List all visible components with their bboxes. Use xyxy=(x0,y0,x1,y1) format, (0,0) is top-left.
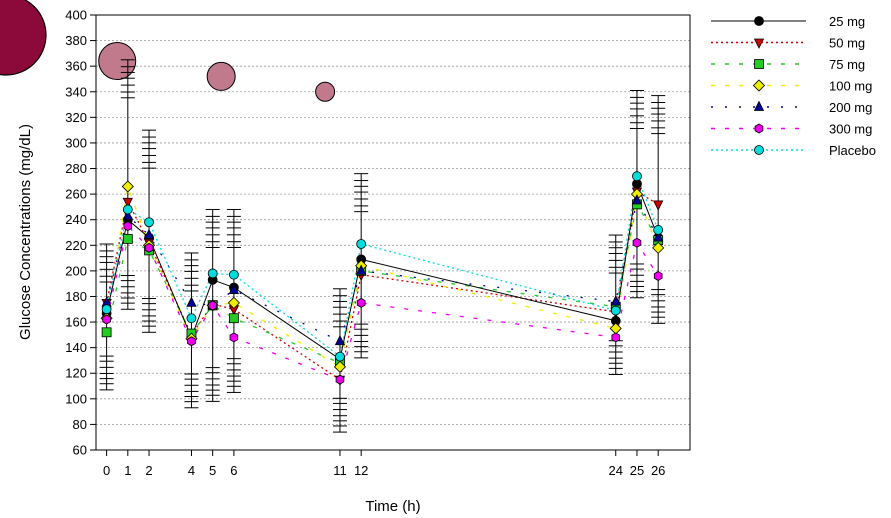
data-point xyxy=(123,221,133,232)
legend-label: 50 mg xyxy=(829,36,865,51)
bubble xyxy=(315,81,336,102)
data-point xyxy=(228,269,239,280)
legend-marker xyxy=(752,79,766,92)
legend-marker xyxy=(753,100,765,111)
y-tick-label: 300 xyxy=(65,135,87,150)
data-point xyxy=(611,332,621,343)
y-tick-label: 380 xyxy=(65,33,87,48)
legend-marker xyxy=(754,145,764,155)
y-tick-label: 200 xyxy=(65,263,87,278)
data-point xyxy=(228,283,240,294)
data-point xyxy=(334,334,346,346)
y-tick-label: 280 xyxy=(65,161,87,176)
data-point xyxy=(143,228,155,239)
legend-label: 300 mg xyxy=(829,122,872,137)
corner-bubble xyxy=(0,0,47,76)
data-point xyxy=(208,300,217,311)
x-tick-label: 4 xyxy=(188,463,195,478)
data-point xyxy=(227,296,240,309)
x-tick-label: 11 xyxy=(333,463,347,478)
data-point xyxy=(122,209,133,220)
y-tick-label: 140 xyxy=(65,340,87,355)
data-point xyxy=(186,313,197,324)
data-point xyxy=(144,242,154,253)
data-point xyxy=(187,336,196,347)
bubble xyxy=(98,42,137,81)
data-point xyxy=(356,297,366,308)
data-point xyxy=(609,322,622,335)
x-tick-label: 6 xyxy=(230,463,237,478)
y-axis-title: Glucose Concentrations (mg/dL) xyxy=(17,124,34,340)
grid xyxy=(96,40,690,425)
data-point xyxy=(653,200,664,211)
error-bars xyxy=(99,59,666,433)
legend-label: Placebo xyxy=(829,143,876,158)
data-point xyxy=(186,296,197,307)
bubble xyxy=(206,61,236,91)
data-point xyxy=(335,351,345,362)
data-point xyxy=(632,237,642,248)
data-point xyxy=(653,271,663,281)
data-point xyxy=(144,217,154,228)
legend-marker xyxy=(754,123,764,134)
legend-marker xyxy=(754,16,764,26)
data-point xyxy=(101,304,112,315)
data-point xyxy=(122,233,133,244)
x-tick-label: 5 xyxy=(209,463,216,478)
data-point xyxy=(631,194,643,205)
y-tick-label: 120 xyxy=(65,366,87,381)
x-tick-label: 2 xyxy=(145,463,152,478)
data-point xyxy=(610,295,621,306)
data-point xyxy=(102,314,111,325)
data-point xyxy=(333,360,347,373)
plot-frame xyxy=(95,14,691,451)
bubbles xyxy=(98,42,336,102)
y-tick-label: 180 xyxy=(65,289,87,304)
y-tick-label: 220 xyxy=(65,238,87,253)
y-tick-label: 80 xyxy=(73,417,87,432)
data-point xyxy=(228,313,239,324)
data-point xyxy=(356,239,367,249)
x-tick-label: 25 xyxy=(630,463,644,478)
y-tick-label: 60 xyxy=(73,443,87,458)
x-tick-label: 24 xyxy=(609,463,623,478)
y-tick-label: 260 xyxy=(65,187,87,202)
x-tick-label: 26 xyxy=(651,463,665,478)
legend-label: 100 mg xyxy=(829,79,872,94)
data-point xyxy=(652,241,665,254)
x-axis-title: Time (h) xyxy=(365,498,420,515)
legend-label: 200 mg xyxy=(829,100,872,115)
legend-marker xyxy=(754,59,764,69)
x-tick-label: 0 xyxy=(103,463,110,478)
data-point xyxy=(122,197,133,209)
legend: 25 mg 50 mg 75 mg 100 mg 200 mg 300 mg Placebo xyxy=(711,14,876,158)
legend-marker xyxy=(753,38,765,49)
y-tick-label: 240 xyxy=(65,212,87,227)
data-point xyxy=(101,327,112,338)
data-point xyxy=(207,268,218,279)
y-tick-label: 340 xyxy=(65,84,87,99)
y-tick-label: 400 xyxy=(65,8,87,23)
x-tick-label: 12 xyxy=(354,463,368,478)
legend-label: 25 mg xyxy=(829,14,865,29)
data-point xyxy=(121,180,134,193)
x-axis: 0 1 2 4 5 6 11 12 24 25 26 xyxy=(103,450,665,478)
data-point xyxy=(229,332,239,343)
y-tick-label: 360 xyxy=(65,59,87,74)
data-point xyxy=(632,171,642,182)
data-point xyxy=(653,231,664,242)
data-point xyxy=(653,225,664,235)
y-tick-label: 160 xyxy=(65,315,87,330)
x-tick-label: 1 xyxy=(124,463,131,478)
data-point xyxy=(610,305,621,316)
data-point xyxy=(356,264,367,275)
y-axis: 60 80 100 120 140 160 180 200 220 240 260 280 300 320… xyxy=(65,8,96,458)
data-point xyxy=(335,374,345,385)
legend-label: 75 mg xyxy=(829,57,865,72)
y-tick-label: 100 xyxy=(65,391,87,406)
data-point xyxy=(122,204,133,215)
series-markers xyxy=(100,171,665,387)
y-tick-label: 320 xyxy=(65,110,87,125)
